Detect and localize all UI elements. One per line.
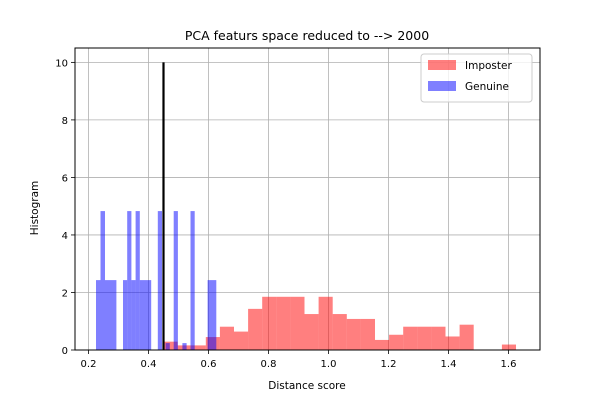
- x-tick-label: 0.8: [261, 359, 277, 370]
- imposter-bar: [319, 297, 333, 350]
- y-tick-label: 4: [62, 231, 68, 242]
- genuine-bar: [105, 280, 116, 350]
- genuine-bar: [127, 211, 131, 350]
- genuine-bar: [96, 280, 101, 350]
- imposter-bar: [403, 327, 417, 350]
- imposter-bar: [234, 332, 248, 350]
- genuine-bar: [208, 280, 217, 350]
- genuine-bar: [182, 343, 186, 350]
- y-tick-label: 10: [55, 58, 68, 69]
- legend-label-genuine: Genuine: [465, 81, 509, 93]
- x-tick-label: 1.0: [321, 359, 337, 370]
- imposter-bar: [375, 340, 389, 350]
- imposter-bar: [502, 345, 516, 350]
- y-tick-label: 8: [62, 116, 68, 127]
- imposter-bar: [305, 314, 319, 350]
- x-tick-label: 0.2: [81, 359, 97, 370]
- x-tick-label: 1.2: [381, 359, 397, 370]
- legend-label-imposter: Imposter: [465, 60, 512, 72]
- imposter-bar: [431, 327, 445, 350]
- imposter-bar: [361, 319, 375, 350]
- x-tick-label: 1.6: [501, 359, 517, 370]
- genuine-bar: [158, 211, 162, 350]
- y-tick-label: 6: [62, 173, 68, 184]
- imposter-bar: [446, 336, 460, 350]
- imposter-bar: [347, 319, 361, 350]
- genuine-bar: [123, 280, 127, 350]
- genuine-bar: [166, 343, 170, 350]
- genuine-bar: [191, 211, 195, 350]
- imposter-bar: [389, 335, 403, 350]
- imposter-bar: [262, 297, 276, 350]
- legend-swatch-imposter: [428, 60, 456, 70]
- legend-swatch-genuine: [428, 81, 456, 91]
- x-axis-label: Distance score: [268, 380, 345, 392]
- imposter-bar: [220, 327, 234, 350]
- genuine-bar: [101, 211, 106, 350]
- x-tick-label: 1.4: [441, 359, 457, 370]
- imposter-bar: [417, 327, 431, 350]
- imposter-bar: [290, 297, 304, 350]
- imposter-bar: [248, 309, 262, 350]
- imposter-bar: [333, 314, 347, 350]
- legend: Imposter Genuine: [421, 54, 532, 102]
- genuine-bar: [140, 280, 151, 350]
- imposter-bar: [276, 297, 290, 350]
- y-tick-label: 2: [62, 288, 68, 299]
- genuine-bar: [136, 211, 140, 350]
- x-tick-label: 0.6: [201, 359, 217, 370]
- imposter-bar: [460, 325, 474, 350]
- genuine-bar: [174, 211, 178, 350]
- genuine-bar: [131, 280, 135, 350]
- y-tick-label: 0: [62, 346, 68, 357]
- y-axis-label: Histogram: [29, 181, 41, 235]
- x-tick-label: 0.4: [141, 359, 157, 370]
- chart-title: PCA featurs space reduced to --> 2000: [185, 28, 429, 43]
